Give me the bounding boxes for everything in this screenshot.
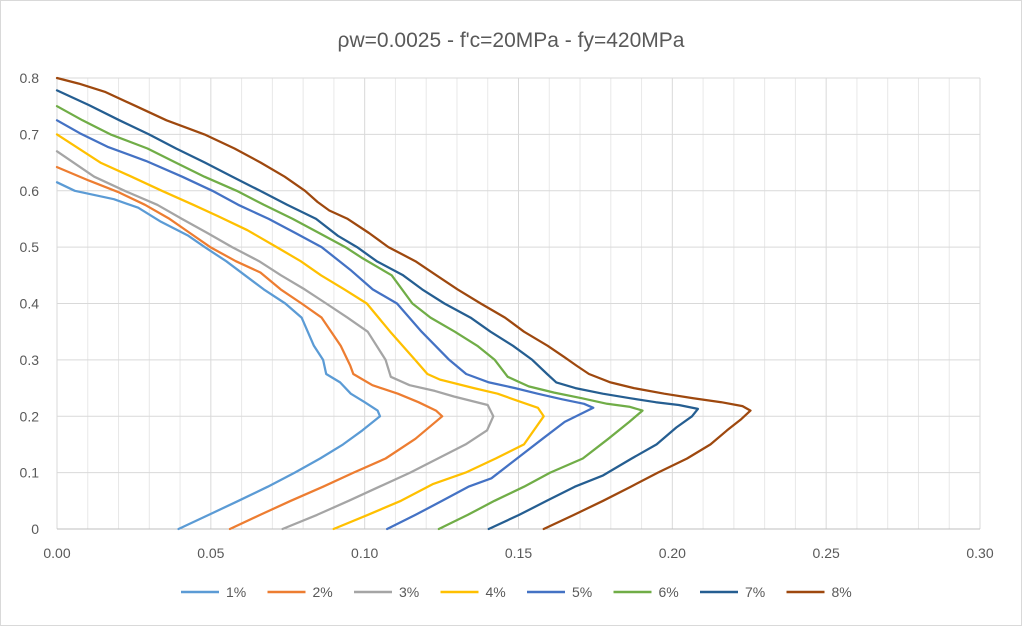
legend-label: 3%: [399, 584, 419, 600]
series-line-2pct: [55, 165, 444, 531]
chart-title: ρw=0.0025 - f'c=20MPa - fy=420MPa: [338, 29, 685, 52]
x-tick-label: 0.25: [813, 545, 840, 561]
legend-label: 1%: [226, 584, 246, 600]
legend-label: 4%: [486, 584, 506, 600]
legend-label: 5%: [572, 584, 592, 600]
series-line-8pct: [55, 76, 752, 531]
x-tick-label: 0.15: [505, 545, 532, 561]
x-tick-label: 0.00: [43, 545, 70, 561]
y-tick-label: 0.6: [20, 183, 40, 199]
y-tick-label: 0.2: [20, 408, 40, 424]
y-tick-label: 0.8: [20, 70, 40, 86]
y-tick-label: 0.4: [20, 296, 40, 312]
x-tick-label: 0.05: [197, 545, 224, 561]
series-lines: [55, 76, 752, 531]
series-line-1pct: [55, 181, 382, 531]
series-line-6pct: [55, 105, 644, 531]
y-tick-label: 0.3: [20, 352, 40, 368]
axes: 0 0.1 0.2 0.3 0.4 0.5 0.6 0.7 0.8 0.00 0.05 0.10 0.1…: [20, 70, 994, 561]
series-line-5pct: [55, 119, 595, 531]
y-tick-label: 0.1: [20, 465, 40, 481]
x-tick-label: 0.30: [966, 545, 993, 561]
series-line-4pct: [55, 133, 545, 531]
legend-label: 8%: [832, 584, 852, 600]
x-tick-label: 0.10: [351, 545, 378, 561]
legend-label: 6%: [659, 584, 679, 600]
y-tick-label: 0.5: [20, 239, 40, 255]
series-line-7pct: [55, 89, 700, 531]
y-tick-label: 0.7: [20, 126, 40, 142]
legend-label: 7%: [745, 584, 765, 600]
x-tick-label: 0.20: [659, 545, 686, 561]
y-tick-label: 0: [31, 521, 39, 537]
series-line-3pct: [55, 150, 495, 531]
gridlines: [56, 77, 981, 530]
legend-label: 2%: [313, 584, 333, 600]
legend: 1% 2% 3% 4% 5% 6% 7% 8%: [181, 584, 852, 600]
